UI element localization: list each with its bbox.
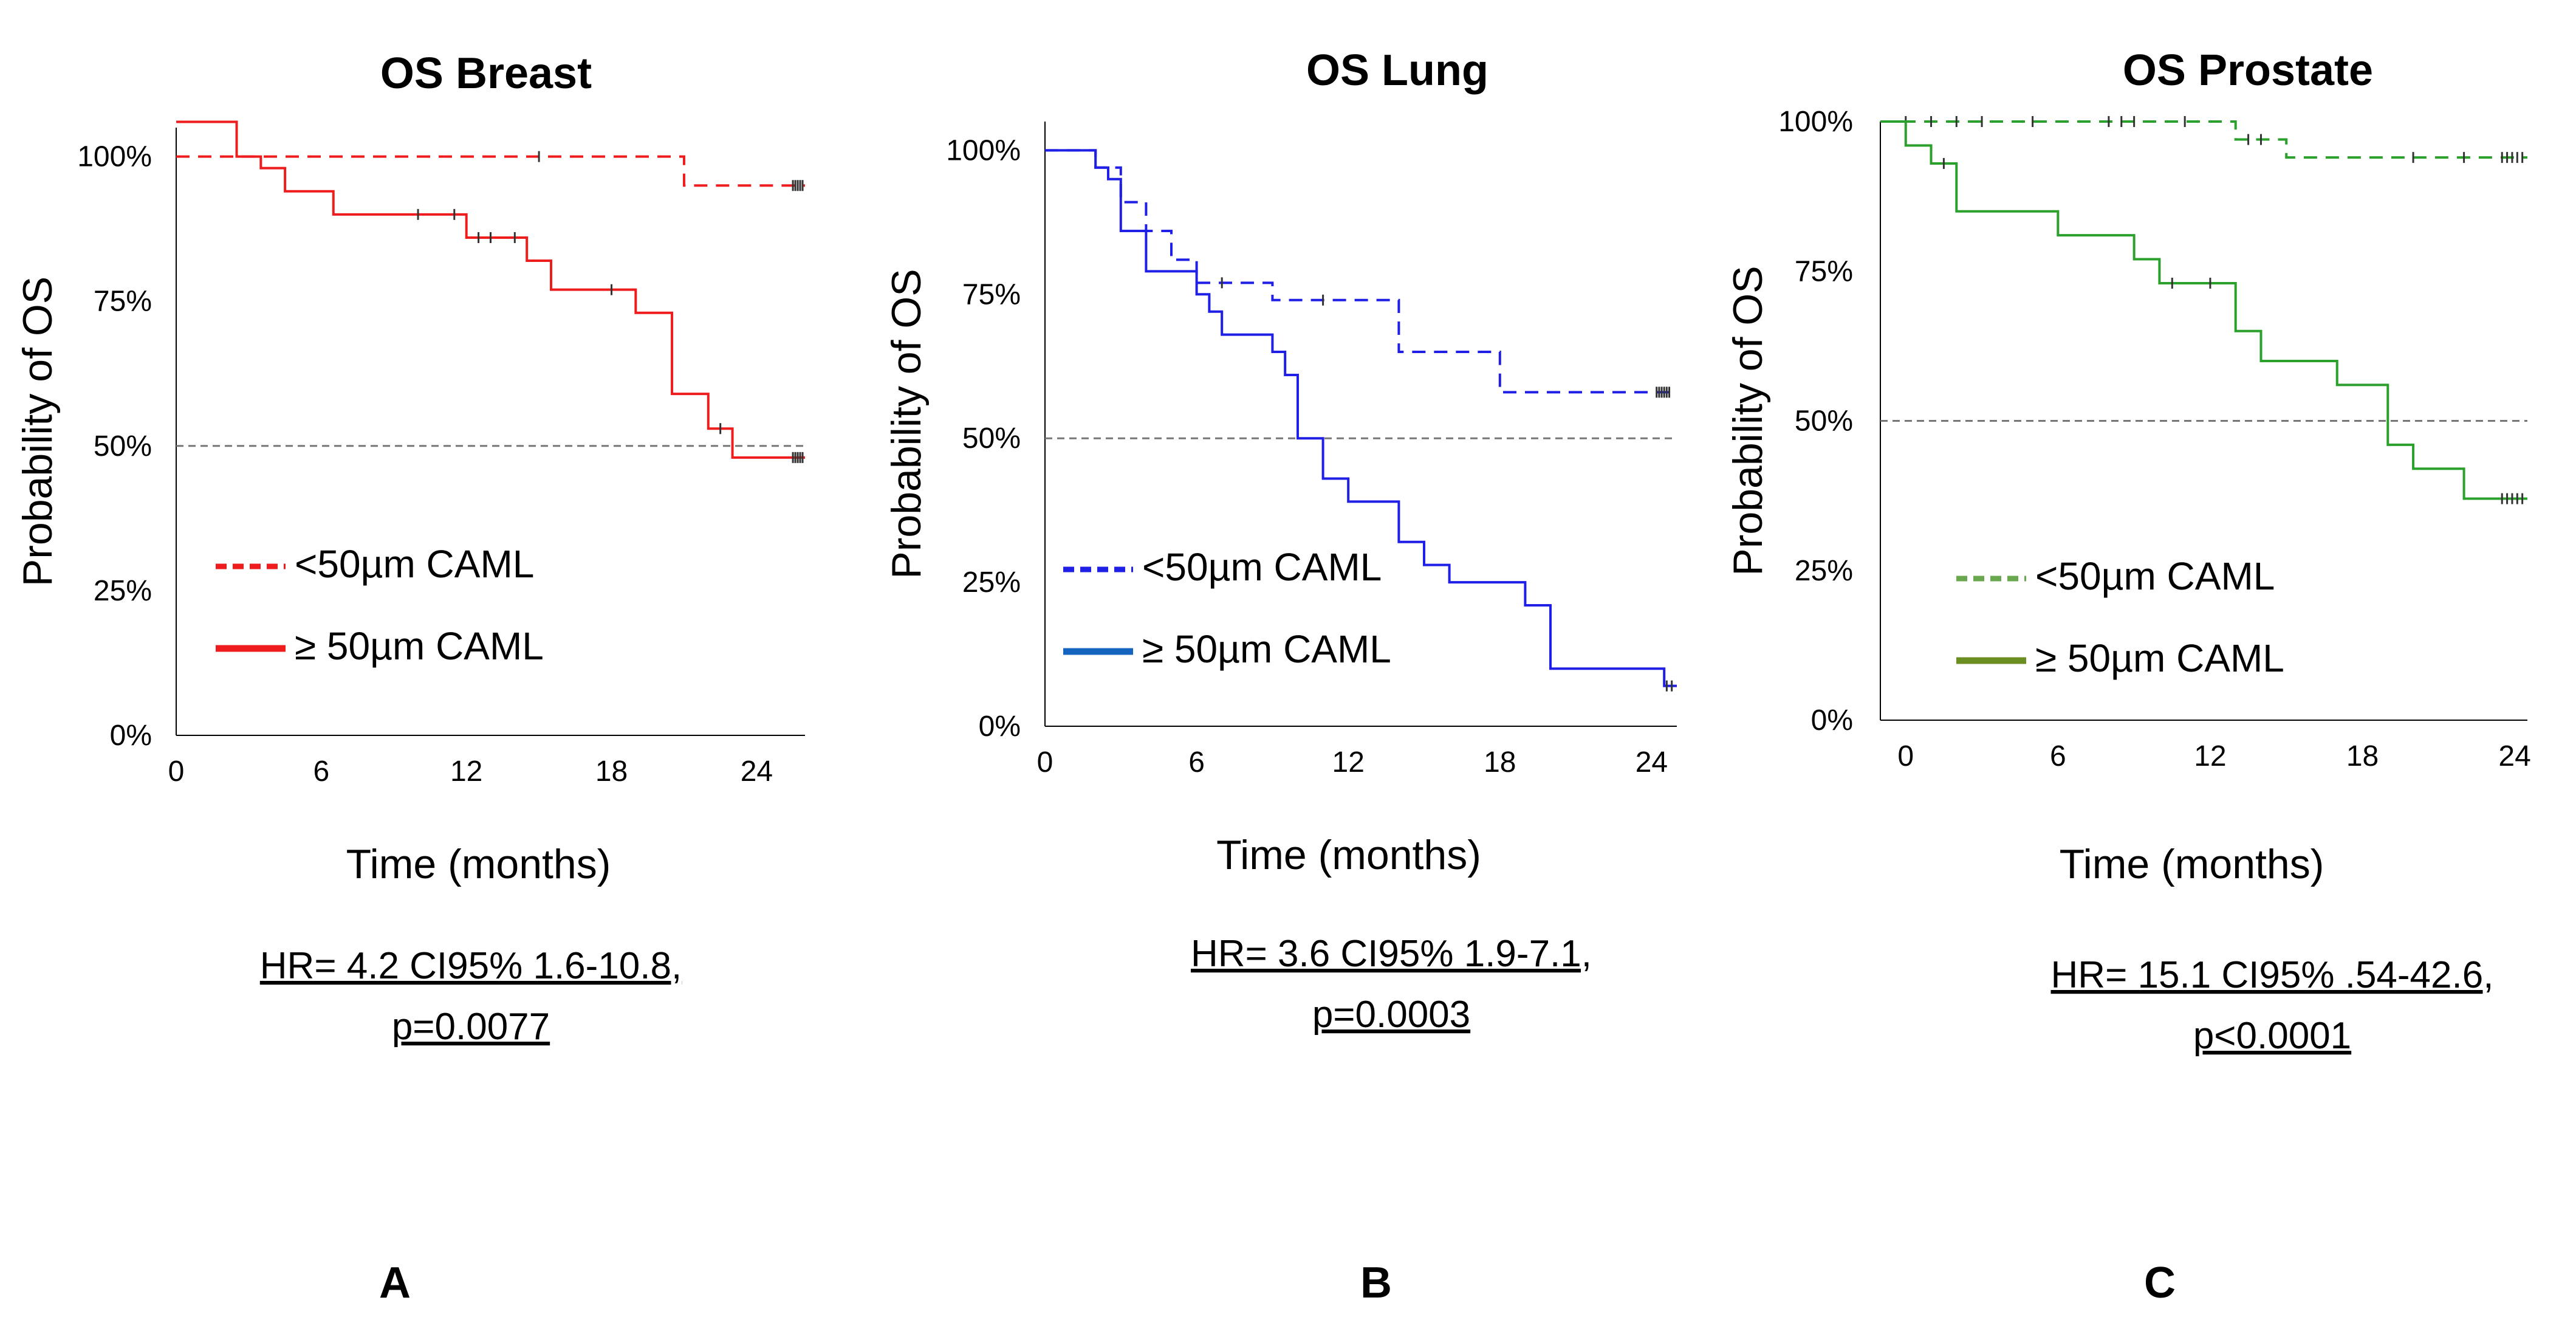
x-tick-label: 6 bbox=[1188, 746, 1205, 779]
hr-statistics-line-1: HR= 4.2 CI95% 1.6-10.8, bbox=[260, 945, 682, 987]
y-tick-label: 75% bbox=[1795, 255, 1853, 287]
x-tick-label: 24 bbox=[741, 755, 773, 788]
x-tick-label: 6 bbox=[313, 755, 329, 788]
legend-label-2: ≥ 50µm CAML bbox=[1142, 627, 1391, 671]
y-tick-label: 50% bbox=[1795, 405, 1853, 438]
y-tick-label: 0% bbox=[110, 720, 152, 752]
x-tick-label: 18 bbox=[2346, 740, 2379, 772]
panel-title: OS Lung bbox=[1306, 46, 1488, 95]
hr-statistics-line-1: HR= 15.1 CI95% .54-42.6, bbox=[2051, 954, 2494, 996]
panel-letter: C bbox=[2144, 1259, 2176, 1307]
x-tick-label: 12 bbox=[2194, 740, 2226, 772]
x-tick-label: 18 bbox=[1484, 746, 1516, 779]
km-curve-high-caml bbox=[1045, 149, 1677, 687]
y-tick-label: 50% bbox=[962, 422, 1021, 455]
panel-title: OS Prostate bbox=[2123, 46, 2373, 95]
x-axis-label: Time (months) bbox=[2060, 841, 2324, 887]
panel-letter: A bbox=[379, 1259, 411, 1307]
y-tick-label: 0% bbox=[1811, 704, 1853, 737]
panel-1: OS Breast 0% 25% 50% 75% 100% 0 6 12 18 24 Probabil… bbox=[15, 49, 805, 1307]
y-tick-label: 50% bbox=[94, 430, 152, 462]
legend-label-2: ≥ 50µm CAML bbox=[295, 624, 544, 668]
x-tick-label: 0 bbox=[1897, 740, 1914, 772]
y-tick-label: 25% bbox=[962, 566, 1021, 599]
y-tick-label: 0% bbox=[979, 710, 1021, 743]
panel-title: OS Breast bbox=[380, 49, 592, 98]
legend-label-1: <50µm CAML bbox=[1142, 545, 1382, 589]
x-tick-label: 24 bbox=[1636, 746, 1668, 779]
panel-3: OS Prostate 0% 25% 50% 75% 100% 0 6 12 18 24 Probab… bbox=[1725, 46, 2531, 1307]
hr-statistics-line-2: p=0.0003 bbox=[1312, 994, 1470, 1036]
x-tick-label: 18 bbox=[595, 755, 628, 788]
y-tick-label: 75% bbox=[94, 286, 152, 318]
km-curve-low-caml bbox=[1880, 120, 2527, 159]
y-tick-label: 100% bbox=[77, 141, 152, 173]
km-curve-high-caml bbox=[1880, 120, 2527, 500]
x-tick-label: 6 bbox=[2050, 740, 2066, 772]
y-tick-label: 25% bbox=[1795, 555, 1853, 587]
x-axis-label: Time (months) bbox=[1216, 832, 1481, 878]
y-tick-label: 75% bbox=[962, 278, 1021, 311]
x-tick-label: 0 bbox=[1037, 746, 1053, 779]
legend-label-1: <50µm CAML bbox=[2035, 554, 2275, 598]
km-curve-low-caml bbox=[176, 155, 805, 187]
y-axis-label: Probability of OS bbox=[1725, 266, 1771, 576]
panel-letter: B bbox=[1360, 1259, 1392, 1307]
hr-statistics-line-2: p=0.0077 bbox=[392, 1006, 550, 1048]
panel-2: OS Lung 0% 25% 50% 75% 100% 0 6 12 18 24 Probabilit… bbox=[883, 46, 1677, 1307]
y-tick-label: 100% bbox=[946, 134, 1021, 167]
x-tick-label: 24 bbox=[2498, 740, 2530, 772]
legend-label-1: <50µm CAML bbox=[295, 542, 534, 586]
x-tick-label: 12 bbox=[450, 755, 482, 788]
x-axis-label: Time (months) bbox=[346, 841, 611, 887]
y-tick-label: 25% bbox=[94, 575, 152, 607]
km-curve-low-caml bbox=[1045, 149, 1677, 394]
legend-label-2: ≥ 50µm CAML bbox=[2035, 636, 2284, 680]
y-axis-label: Probability of OS bbox=[883, 269, 930, 579]
x-tick-label: 0 bbox=[168, 755, 185, 788]
y-axis-label: Probability of OS bbox=[15, 277, 61, 586]
y-tick-label: 100% bbox=[1778, 106, 1853, 138]
hr-statistics-line-1: HR= 3.6 CI95% 1.9-7.1, bbox=[1191, 933, 1592, 975]
km-curve-high-caml bbox=[176, 120, 805, 459]
x-tick-label: 12 bbox=[1332, 746, 1365, 779]
hr-statistics-line-2: p<0.0001 bbox=[2193, 1015, 2351, 1057]
